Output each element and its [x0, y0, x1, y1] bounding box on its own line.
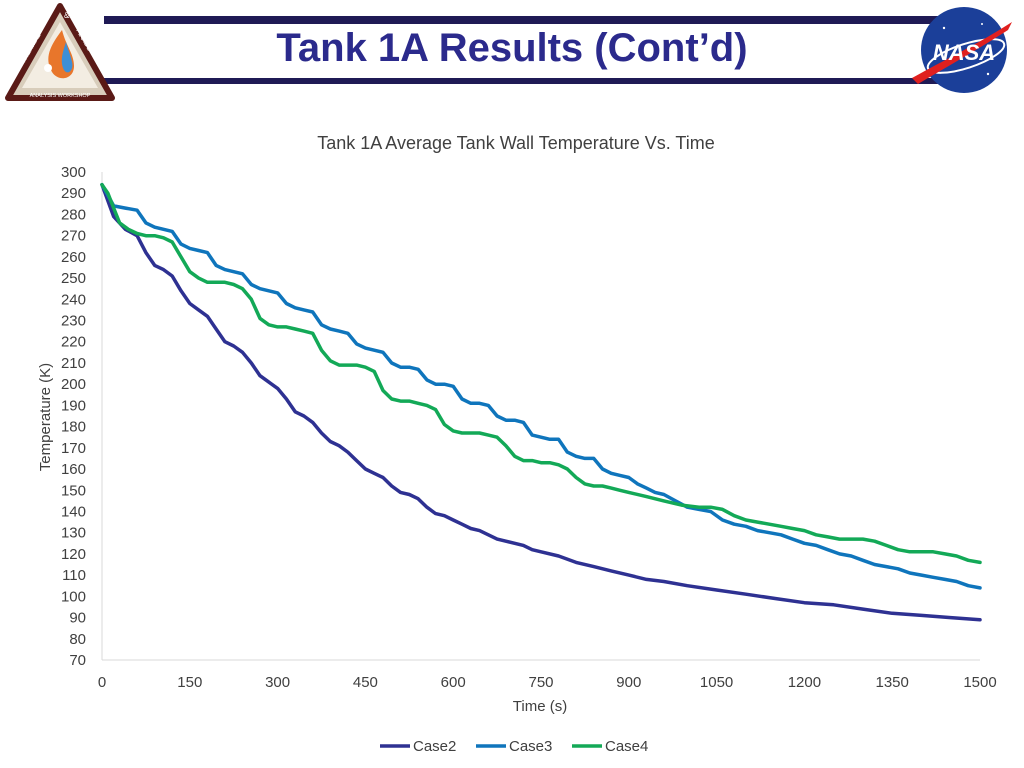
y-tick-label: 280 [61, 206, 86, 223]
x-tick-label: 450 [353, 674, 378, 691]
y-tick-label: 130 [61, 525, 86, 542]
nasa-logo-text: NASA [933, 40, 995, 65]
y-tick-label: 260 [61, 249, 86, 266]
series-lines [102, 185, 980, 620]
x-tick-label: 750 [528, 674, 553, 691]
series-line-case4 [102, 185, 980, 563]
series-line-case3 [102, 185, 980, 588]
y-tick-label: 220 [61, 334, 86, 351]
temperature-chart: Tank 1A Average Tank Wall Temperature Vs… [0, 120, 1024, 768]
y-tick-label: 70 [69, 652, 86, 669]
y-tick-label: 200 [61, 376, 86, 393]
header-band-top [104, 16, 940, 24]
y-tick-label: 120 [61, 546, 86, 563]
x-tick-label: 1200 [788, 674, 821, 691]
y-tick-labels: 70 80 90 100 110 120 130 140 150 160 170 180 190 200 2… [61, 164, 86, 669]
thermal-fluids-logo: & THERMAL FLUIDS ANALYSIS WORKSHOP [4, 2, 116, 104]
y-tick-label: 210 [61, 355, 86, 372]
y-tick-label: 110 [62, 567, 86, 584]
y-tick-label: 140 [61, 503, 86, 520]
y-tick-label: 170 [61, 440, 86, 457]
slide-title: Tank 1A Results (Cont’d) [0, 26, 1024, 71]
header-band-bottom [104, 78, 940, 84]
y-axis-label: Temperature (K) [37, 363, 54, 471]
x-tick-label: 1350 [876, 674, 909, 691]
y-tick-label: 300 [61, 164, 86, 181]
y-tick-label: 240 [61, 291, 86, 308]
y-tick-label: 230 [61, 313, 86, 330]
y-tick-label: 100 [61, 588, 86, 605]
legend-label-case4: Case4 [605, 738, 648, 755]
legend-label-case3: Case3 [509, 738, 552, 755]
y-tick-label: 90 [69, 610, 86, 627]
y-tick-label: 190 [61, 397, 86, 414]
nasa-logo: NASA [908, 4, 1014, 96]
logo-ampersand: & [64, 11, 70, 20]
y-tick-label: 80 [69, 631, 86, 648]
chart-title: Tank 1A Average Tank Wall Temperature Vs… [317, 133, 715, 153]
chart-legend: Case2 Case3 Case4 [380, 738, 648, 755]
y-tick-label: 160 [61, 461, 86, 478]
x-tick-labels: 0 150 300 450 600 750 900 1050 1200 1350 1500 [98, 674, 997, 691]
x-tick-label: 150 [177, 674, 202, 691]
x-tick-label: 0 [98, 674, 106, 691]
y-tick-label: 290 [61, 185, 86, 202]
x-tick-label: 1050 [700, 674, 733, 691]
y-tick-label: 150 [61, 482, 86, 499]
x-tick-label: 300 [265, 674, 290, 691]
y-tick-label: 180 [61, 419, 86, 436]
logo-workshop-text: ANALYSIS WORKSHOP [30, 93, 91, 99]
x-tick-label: 1500 [963, 674, 996, 691]
x-tick-label: 600 [441, 674, 466, 691]
legend-label-case2: Case2 [413, 738, 456, 755]
x-tick-label: 900 [616, 674, 641, 691]
y-tick-label: 250 [61, 270, 86, 287]
y-tick-label: 270 [61, 228, 86, 245]
x-axis-label: Time (s) [513, 698, 567, 715]
